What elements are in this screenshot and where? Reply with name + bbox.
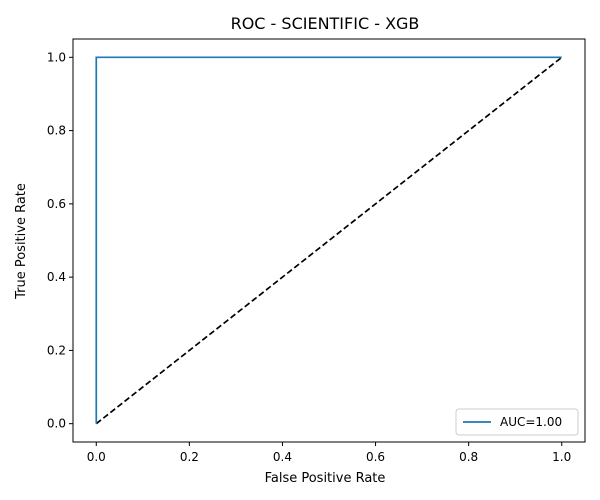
chance-diagonal-line bbox=[96, 57, 561, 423]
y-tick-label: 0.4 bbox=[47, 270, 66, 284]
legend-label: AUC=1.00 bbox=[500, 415, 562, 429]
y-tick-label: 0.6 bbox=[47, 197, 66, 211]
y-tick-label: 0.0 bbox=[47, 417, 66, 431]
x-tick-label: 0.4 bbox=[273, 450, 292, 464]
x-axis-label: False Positive Rate bbox=[265, 471, 386, 486]
chart-title: ROC - SCIENTIFIC - XGB bbox=[231, 14, 420, 33]
y-tick-label: 1.0 bbox=[47, 50, 66, 64]
y-tick-label: 0.2 bbox=[47, 343, 66, 357]
y-tick-label: 0.8 bbox=[47, 124, 66, 138]
roc-chart: ROC - SCIENTIFIC - XGB 0.0 0.2 0.4 0.6 0.8 1.… bbox=[0, 0, 600, 500]
x-tick-label: 0.6 bbox=[366, 450, 385, 464]
x-axis-ticks: 0.0 0.2 0.4 0.6 0.8 1.0 bbox=[87, 442, 572, 464]
x-tick-label: 0.8 bbox=[459, 450, 478, 464]
x-tick-label: 1.0 bbox=[552, 450, 571, 464]
roc-curve-line bbox=[96, 57, 561, 423]
series-layer bbox=[96, 57, 561, 423]
y-axis-label: True Positive Rate bbox=[14, 183, 29, 300]
x-tick-label: 0.0 bbox=[87, 450, 106, 464]
x-tick-label: 0.2 bbox=[180, 450, 199, 464]
y-axis-ticks: 0.0 0.2 0.4 0.6 0.8 1.0 bbox=[47, 50, 73, 430]
legend: AUC=1.00 bbox=[456, 409, 578, 435]
